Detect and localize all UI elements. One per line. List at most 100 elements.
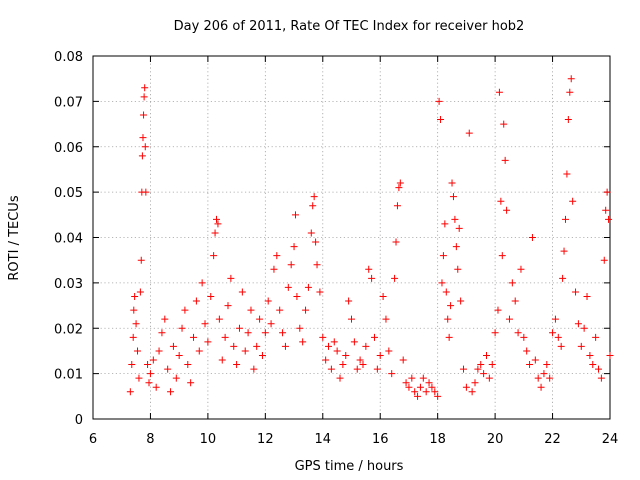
data-point	[267, 320, 275, 328]
data-point	[137, 256, 145, 264]
x-tick-label: 10	[200, 432, 217, 447]
data-point	[126, 388, 134, 396]
data-point	[465, 129, 473, 137]
data-point	[471, 379, 479, 387]
data-point	[494, 306, 502, 314]
data-point	[279, 329, 287, 337]
data-point	[304, 283, 312, 291]
data-point	[253, 342, 261, 350]
data-point	[434, 392, 442, 400]
data-point	[477, 361, 485, 369]
y-tick-label: 0.01	[54, 368, 83, 383]
grid-lines	[93, 56, 610, 419]
data-point	[195, 347, 203, 355]
data-point	[480, 370, 488, 378]
data-point	[250, 365, 258, 373]
y-tick-label: 0.06	[54, 141, 83, 156]
data-point	[141, 143, 149, 151]
data-point	[140, 93, 148, 101]
x-axis-label: GPS time / hours	[295, 459, 404, 474]
data-point	[362, 342, 370, 350]
data-point	[273, 252, 281, 260]
data-point	[592, 333, 600, 341]
data-point	[302, 306, 310, 314]
x-tick-label: 8	[146, 432, 154, 447]
data-point	[128, 361, 136, 369]
data-point	[373, 365, 381, 373]
data-point	[138, 152, 146, 160]
data-point	[448, 179, 456, 187]
data-point	[258, 351, 266, 359]
data-point	[402, 379, 410, 387]
data-point	[247, 306, 255, 314]
data-point	[130, 306, 138, 314]
data-point	[462, 383, 470, 391]
data-point	[276, 306, 284, 314]
data-point	[213, 215, 221, 223]
data-point	[583, 292, 591, 300]
data-point	[460, 365, 468, 373]
data-point	[574, 320, 582, 328]
data-point	[309, 202, 317, 210]
data-point	[500, 120, 508, 128]
data-point	[497, 197, 505, 205]
data-point	[325, 342, 333, 350]
data-point	[468, 388, 476, 396]
y-tick-label: 0.07	[54, 95, 83, 110]
data-point	[316, 288, 324, 296]
data-point	[214, 220, 222, 228]
data-point	[442, 288, 450, 296]
data-point	[606, 351, 614, 359]
data-point	[385, 347, 393, 355]
data-point	[564, 116, 572, 124]
data-point	[399, 356, 407, 364]
data-point	[447, 302, 455, 310]
data-point	[425, 379, 433, 387]
axis-ticks: 6 8 10 12 14 16 18 20 22 24 0 0.01 0.02 0.03 0.04 0.05 0…	[54, 50, 618, 447]
data-point	[534, 374, 542, 382]
data-point	[345, 297, 353, 305]
data-point	[491, 329, 499, 337]
data-point	[501, 156, 509, 164]
data-point	[204, 338, 212, 346]
data-point	[370, 333, 378, 341]
data-point	[190, 333, 198, 341]
data-point	[342, 351, 350, 359]
data-point	[517, 265, 525, 273]
x-tick-label: 24	[602, 432, 619, 447]
x-tick-label: 12	[257, 432, 274, 447]
data-point	[291, 211, 299, 219]
data-point	[382, 315, 390, 323]
data-point	[215, 315, 223, 323]
data-point	[307, 229, 315, 237]
data-point	[572, 288, 580, 296]
data-point	[146, 370, 154, 378]
data-point	[299, 338, 307, 346]
data-point	[561, 215, 569, 223]
data-point	[437, 116, 445, 124]
data-point	[431, 388, 439, 396]
y-tick-label: 0.04	[54, 232, 83, 247]
data-point	[566, 88, 574, 96]
data-point	[293, 292, 301, 300]
data-point	[319, 333, 327, 341]
data-point	[313, 261, 321, 269]
data-point	[270, 265, 278, 273]
data-point	[175, 351, 183, 359]
data-point	[554, 333, 562, 341]
y-tick-label: 0	[75, 413, 83, 428]
data-point	[395, 184, 403, 192]
data-point	[597, 374, 605, 382]
data-point	[284, 283, 292, 291]
data-point	[181, 306, 189, 314]
data-point	[569, 197, 577, 205]
x-tick-label: 16	[372, 432, 389, 447]
data-point	[559, 274, 567, 282]
data-point	[416, 383, 424, 391]
data-point	[333, 347, 341, 355]
data-point	[131, 292, 139, 300]
data-point	[198, 279, 206, 287]
data-point	[414, 392, 422, 400]
data-point	[350, 338, 358, 346]
data-point	[567, 75, 575, 83]
